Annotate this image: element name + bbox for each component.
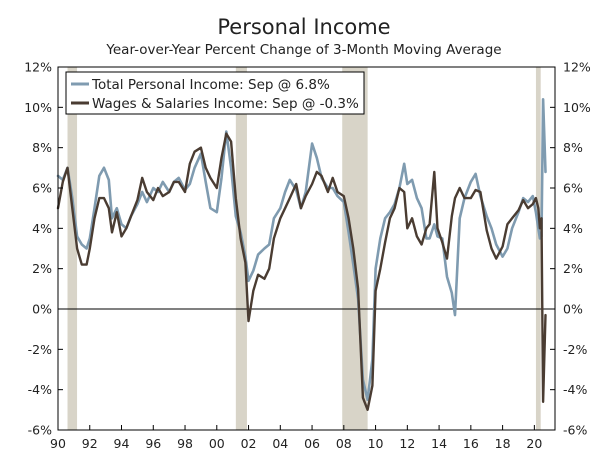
x-tick-label: 12	[399, 436, 415, 451]
x-tick-label: 20	[526, 436, 542, 451]
plot-frame	[57, 66, 556, 431]
x-tick-label: 04	[272, 436, 288, 451]
x-tick-label: 16	[463, 436, 479, 451]
series-layer	[56, 98, 547, 411]
y-tick-label-left: 0%	[32, 302, 52, 317]
x-tick-label: 98	[177, 436, 193, 451]
y-tick-label-right: 0%	[563, 302, 583, 317]
x-tick-label: 94	[114, 436, 130, 451]
y-tick-label-left: -4%	[28, 382, 52, 397]
x-tick-label: 08	[336, 436, 352, 451]
recession-band	[67, 67, 78, 430]
y-tick-label-right: -6%	[563, 423, 587, 438]
y-tick-label-left: 4%	[32, 221, 52, 236]
chart-title: Personal Income	[217, 15, 390, 39]
chart-subtitle: Year-over-Year Percent Change of 3-Month…	[105, 42, 501, 58]
y-tick-label-left: 12%	[24, 60, 52, 75]
legend-label-total: Total Personal Income: Sep @ 6.8%	[91, 77, 330, 93]
y-tick-label-left: 6%	[32, 181, 52, 196]
legend-label-wages: Wages & Salaries Income: Sep @ -0.3%	[92, 96, 359, 112]
x-tick-label: 02	[241, 436, 257, 451]
x-tick-label: 18	[495, 436, 511, 451]
y-tick-label-right: 2%	[563, 261, 583, 276]
x-tick-label: 10	[368, 436, 384, 451]
y-tick-label-left: -6%	[28, 423, 52, 438]
y-axis-right: 12% 10% 8% 6% 4% 2% 0% -2% -4% -6%	[550, 60, 591, 438]
y-tick-label-left: 2%	[32, 261, 52, 276]
y-axis-left: 12% 10% 8% 6% 4% 2% 0% -2% -4% -6%	[24, 60, 63, 438]
y-tick-label-left: 8%	[32, 140, 52, 155]
x-tick-label: 92	[82, 436, 98, 451]
y-tick-label-left: 10%	[24, 100, 52, 115]
y-tick-label-left: -2%	[28, 342, 52, 357]
recession-bands	[67, 67, 541, 430]
x-tick-label: 00	[209, 436, 225, 451]
x-tick-label: 14	[431, 436, 447, 451]
x-tick-label: 96	[145, 436, 161, 451]
x-tick-label: 90	[50, 436, 66, 451]
y-tick-label-right: 8%	[563, 140, 583, 155]
y-tick-label-right: -2%	[563, 342, 587, 357]
y-tick-label-right: 6%	[563, 181, 583, 196]
series-wages-salaries-income	[56, 132, 547, 411]
y-tick-label-right: 4%	[563, 221, 583, 236]
x-axis: 90 92 94 96 98 00 02 04 06 08 10 12 14 16 18 20	[50, 425, 542, 451]
y-tick-label-right: 12%	[563, 60, 591, 75]
y-tick-label-right: -4%	[563, 382, 587, 397]
legend: Total Personal Income: Sep @ 6.8% Wages …	[65, 71, 365, 115]
legend-box	[65, 71, 365, 115]
y-tick-label-right: 10%	[563, 100, 591, 115]
x-tick-label: 06	[304, 436, 320, 451]
series-total-personal-income	[56, 98, 547, 402]
recession-band	[535, 67, 541, 430]
